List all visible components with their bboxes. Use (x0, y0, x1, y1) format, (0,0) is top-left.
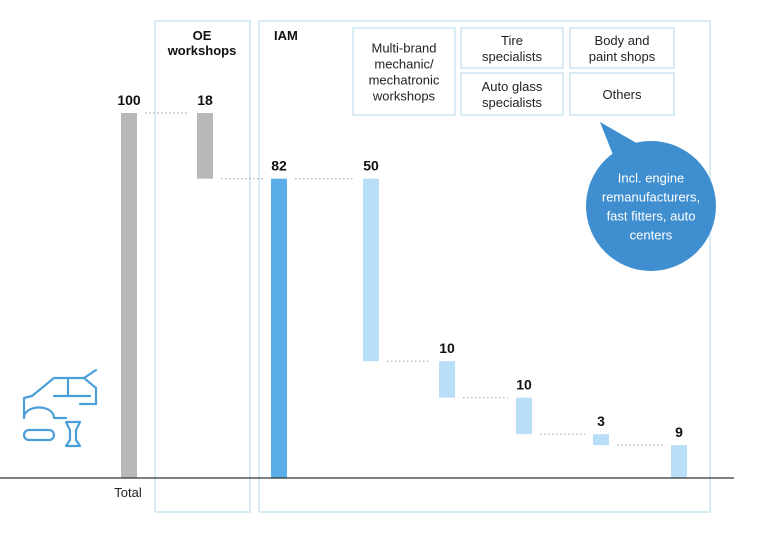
legend-box-label-3: Auto glass (482, 79, 543, 94)
value-label-2: 18 (197, 92, 213, 108)
bar-2 (197, 113, 213, 179)
value-label-6: 10 (516, 377, 532, 393)
value-label-1: 100 (117, 92, 141, 108)
bar-8 (671, 445, 687, 478)
value-label-3: 82 (271, 158, 287, 174)
value-labels: 100 18 82 50 10 10 3 9 (117, 92, 683, 440)
group-label-2: IAM (274, 28, 298, 43)
group-frame-1 (154, 20, 251, 513)
axis-label-total: Total (114, 485, 142, 500)
legend-box-label-4: paint shops (589, 49, 656, 64)
connector-lines (145, 112, 663, 446)
callout-bubble: Incl. engine remanufacturers, fast fitters… (586, 122, 716, 271)
callout-text: fast fitters, auto (607, 209, 696, 224)
value-label-4: 50 (363, 158, 379, 174)
legend-box-label-2: specialists (482, 49, 542, 64)
bars (121, 113, 687, 478)
callout-text: Incl. engine (618, 171, 685, 186)
value-label-5: 10 (439, 340, 455, 356)
bar-6 (516, 397, 532, 435)
legend-box-label-2: Tire (501, 33, 523, 48)
legend-box-label-1: Multi-brand (371, 41, 436, 56)
legend-box-1 (352, 27, 456, 116)
value-label-8: 9 (675, 424, 683, 440)
legend-box-label-3: specialists (482, 95, 542, 110)
legend-box-label-1: mechatronic (369, 73, 440, 88)
bar-4 (363, 178, 379, 362)
callout-circle (586, 141, 716, 271)
car-on-lift-icon (22, 368, 98, 448)
group-label-1: workshops (167, 43, 237, 58)
group-frame-2 (258, 20, 711, 513)
legend-box-2 (460, 27, 564, 69)
legend-box-label-4: Body and (595, 33, 650, 48)
bar-7 (593, 434, 609, 446)
value-label-7: 3 (597, 413, 605, 429)
legend-box-5 (569, 72, 675, 116)
legend-box-label-1: mechanic/ (374, 57, 434, 72)
callout-text: centers (630, 228, 673, 243)
legend-box-label-1: workshops (372, 89, 436, 104)
legend-box-label-5: Others (602, 87, 642, 102)
callout-text: remanufacturers, (602, 190, 700, 205)
bar-3 (271, 178, 287, 478)
bar-1 (121, 113, 137, 478)
legend-box-3 (460, 72, 564, 116)
bar-5 (439, 361, 455, 398)
group-label-1: OE (193, 28, 212, 43)
legend-box-4 (569, 27, 675, 69)
legend-boxes: Multi-brandmechanic/mechatronicworkshops… (352, 27, 675, 116)
